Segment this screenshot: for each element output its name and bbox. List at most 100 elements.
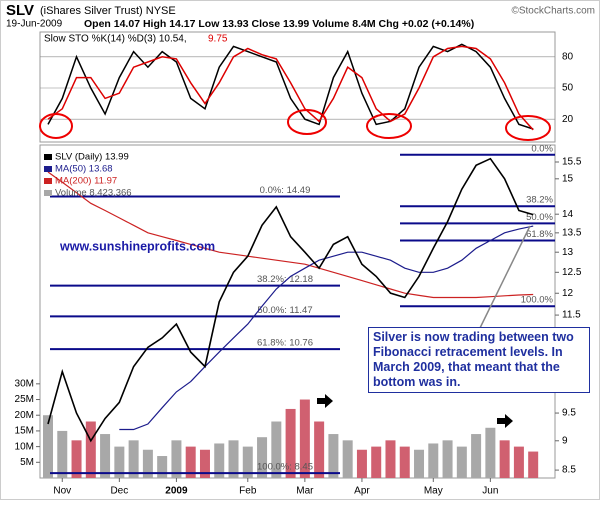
y-tick-label: 13.5 [562,227,582,238]
fib-label: 50.0%: 11.47 [257,305,312,316]
volume-bar [171,440,182,478]
volume-bar [385,440,396,478]
website: www.sunshineprofits.com [59,239,215,253]
volume-bar [85,421,96,478]
volume-bar [128,440,139,478]
volume-bar [499,440,510,478]
circle [366,113,412,139]
y-tick-label: 15 [562,173,574,184]
stoch-line [47,43,534,130]
y-tick-label: 10M [15,441,34,452]
legend-swatch [44,190,52,196]
volume-bar [71,440,82,478]
fib-label: 100.0% [521,295,554,306]
x-tick-label: Dec [110,486,128,497]
y-tick-label: 14 [562,209,574,220]
volume-bar [114,446,125,478]
stoch-label-d: 9.75 [208,34,228,45]
y-tick-label: 9 [562,435,568,446]
y-tick-label: 30M [15,378,34,389]
volume-bar [356,449,367,478]
y-tick-label: 9.5 [562,408,576,419]
y-tick-label: 5M [20,457,34,468]
y-tick-label: 12 [562,288,574,299]
x-tick-label: Jun [482,486,498,497]
legend-swatch [44,166,52,172]
y-tick-label: 11.5 [562,310,581,321]
x-tick-label: Nov [53,486,71,497]
arrow [497,414,513,428]
volume-bar [414,449,425,478]
volume-bar [285,408,296,478]
volume-bar [299,399,310,478]
fib-label: 50.0% [526,212,553,223]
circle [39,113,73,139]
legend-entry: SLV (Daily) 13.99 [55,152,129,163]
volume-bar [456,446,467,478]
price-line [47,157,534,443]
y-tick-label: 13 [562,247,574,258]
y-tick-label: 15.5 [562,157,582,168]
y-tick-label: 25M [15,394,34,405]
volume-bar [328,434,339,478]
x-tick-label: Apr [354,486,370,497]
fib-label: 38.2% [526,195,553,206]
volume-bar [528,451,539,478]
x-tick-label: May [424,486,443,497]
y-tick-label: 50 [562,83,574,94]
volume-bar [142,449,153,478]
circle [287,109,327,135]
volume-bar [442,440,453,478]
stoch-label: Slow STO %K(14) %D(3) 10.54, [44,34,187,45]
fib-label: 38.2%: 12.18 [257,274,313,285]
y-tick-label: 12.5 [562,267,582,278]
volume-bar [100,434,111,478]
volume-bar [57,430,68,478]
volume-bar [513,446,524,478]
volume-bar [399,446,410,478]
annotation-line: bottom was in. [373,375,461,389]
fib-label: 61.8%: 10.76 [257,338,313,349]
volume-bar [271,421,282,478]
title: (iShares Silver Trust) NYSE [40,5,176,17]
price-panel [39,144,556,479]
volume-bar [485,427,496,478]
volume-bar [257,437,268,478]
marks: 20 50 80 8.5 9 9.5 11.5 12 12.5 13 13.5 14 15 15.5 5M 1… [15,43,582,497]
volume-bar [214,443,225,478]
x-tick-label: Feb [239,486,257,497]
volume-bar [185,446,196,478]
annotation-line: March 2009, that meant that the [373,360,560,374]
legend-entry: MA(50) 13.68 [55,164,113,175]
date: 19-Jun-2009 [6,19,63,30]
x-tick-label: Mar [296,486,314,497]
credit: ©StockCharts.com [511,6,595,17]
volume-bar [242,446,253,478]
fib-label: 0.0%: 14.49 [260,185,311,196]
ma-line [119,225,534,431]
symbol: SLV [6,2,34,19]
stoch-panel [39,31,556,143]
ma-line [47,171,534,299]
annotation: Silver is now trading between two Fibonac… [368,327,590,393]
volume-bar [371,446,382,478]
y-tick-label: 20 [562,114,574,125]
quote: Open 14.07 High 14.17 Low 13.93 Close 13… [84,18,474,30]
x-tick-label: 2009 [165,486,188,497]
fib-label: 0.0% [531,143,553,154]
circle [505,115,551,141]
volume-bar [342,440,353,478]
stoch-line [47,45,534,131]
volume-bar [43,415,53,478]
legend-entry: Volume 8,423,366 [55,188,132,199]
volume-bar [428,443,439,478]
volume-bar [199,449,210,478]
arrow [317,394,333,408]
annotation-line: Silver is now trading between two [373,330,574,344]
volume-bar [314,421,325,478]
volume-bar [228,440,239,478]
legend-swatch [44,154,52,160]
y-tick-label: 20M [15,410,34,421]
